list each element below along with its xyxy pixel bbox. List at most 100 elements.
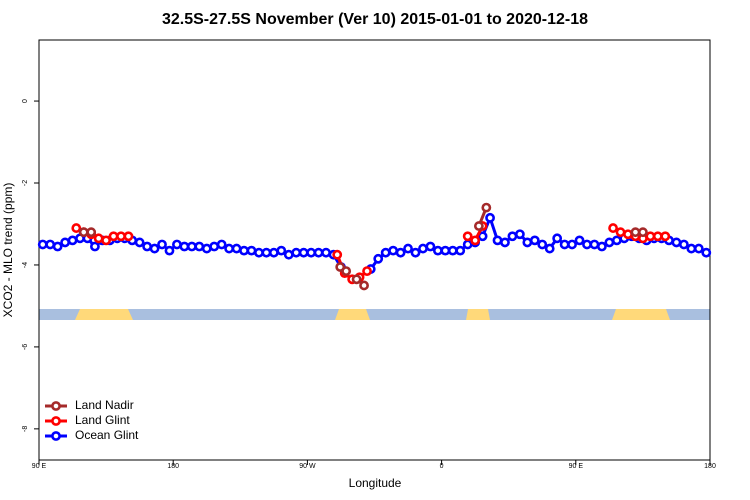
data-point (615, 227, 626, 238)
data-point (473, 221, 484, 231)
data-point (108, 231, 119, 242)
data-point (71, 223, 82, 233)
data-point (123, 231, 134, 242)
land-strip (335, 309, 370, 320)
data-point (231, 243, 242, 254)
data-point (239, 245, 249, 256)
data-point (410, 247, 421, 258)
legend-label: Land Nadir (75, 398, 134, 412)
x-tick-label: 0 (440, 463, 444, 470)
data-point (101, 235, 111, 246)
data-point (686, 243, 697, 254)
data-point (477, 231, 488, 242)
data-point (276, 245, 287, 256)
data-point (313, 247, 324, 258)
data-point (388, 245, 399, 256)
data-point (507, 231, 518, 242)
data-point (359, 280, 369, 291)
data-point (362, 266, 372, 277)
data-point (701, 247, 712, 258)
data-point (268, 247, 279, 258)
data-point (481, 202, 492, 213)
data-point (380, 247, 391, 258)
data-point (93, 233, 104, 244)
data-point (172, 239, 182, 250)
data-point (582, 239, 592, 250)
data-point (142, 241, 153, 252)
data-point (470, 235, 481, 246)
y-tick-label: -2 (22, 180, 29, 186)
data-point (522, 237, 533, 248)
data-point (544, 243, 555, 254)
legend-label: Land Glint (75, 413, 130, 427)
data-point (332, 249, 343, 260)
y-axis-label: XCO2 - MLO trend (ppm) (1, 183, 15, 318)
x-axis-label: Longitude (349, 476, 402, 490)
data-point (455, 245, 466, 256)
data-point (432, 245, 443, 256)
data-point (529, 235, 540, 246)
land-strip (75, 309, 133, 320)
data-point (179, 241, 190, 252)
data-point (537, 239, 548, 250)
x-tick-label: 90 E (32, 463, 47, 470)
data-point (246, 245, 257, 256)
data-point (425, 241, 436, 252)
data-point (186, 241, 197, 252)
data-point (492, 235, 503, 246)
data-point (462, 231, 473, 242)
data-point (216, 239, 227, 250)
data-point (373, 253, 384, 264)
legend-marker (51, 401, 61, 411)
data-point (514, 229, 525, 240)
data-point (574, 235, 585, 246)
data-point (679, 239, 689, 250)
data-point (254, 247, 264, 258)
data-point (645, 231, 656, 242)
data-point (164, 245, 175, 256)
land-strip (466, 309, 490, 320)
data-point (78, 227, 89, 238)
plot-frame (38, 39, 711, 461)
data-point (60, 237, 70, 248)
data-point (604, 237, 615, 248)
data-point (630, 227, 641, 238)
data-point (447, 245, 458, 256)
x-tick-label: 90 E (569, 463, 584, 470)
data-point (693, 243, 704, 254)
data-point (90, 241, 100, 252)
data-point (623, 229, 633, 240)
data-point (45, 239, 56, 250)
y-tick-label: -4 (22, 262, 29, 268)
data-point (485, 212, 495, 223)
x-tick-label: 180 (167, 463, 179, 470)
data-point (134, 237, 145, 248)
y-tick-label: -8 (22, 426, 29, 432)
data-point (351, 274, 362, 285)
y-tick-label: 0 (22, 99, 29, 103)
x-tick-label: 180 (704, 463, 716, 470)
data-point (194, 241, 205, 252)
data-point (149, 243, 160, 254)
legend-label: Ocean Glint (75, 428, 139, 442)
data-point (608, 223, 618, 233)
data-point (86, 227, 97, 238)
data-point (395, 247, 406, 258)
data-point (209, 241, 220, 252)
data-point (37, 239, 48, 250)
data-point (261, 247, 272, 258)
land-strip (612, 309, 670, 320)
data-point (589, 239, 600, 250)
data-point (638, 227, 648, 238)
x-tick-label: 90 W (299, 463, 316, 470)
data-point (611, 235, 622, 246)
land-ocean-band (39, 309, 710, 320)
data-point (67, 235, 78, 246)
y-tick-label: -6 (22, 344, 29, 350)
data-point (552, 233, 563, 244)
data-point (462, 239, 473, 250)
ocean-strip (39, 309, 710, 320)
chart-title: 32.5S-27.5S November (Ver 10) 2015-01-01… (162, 11, 588, 28)
data-point (559, 239, 570, 250)
